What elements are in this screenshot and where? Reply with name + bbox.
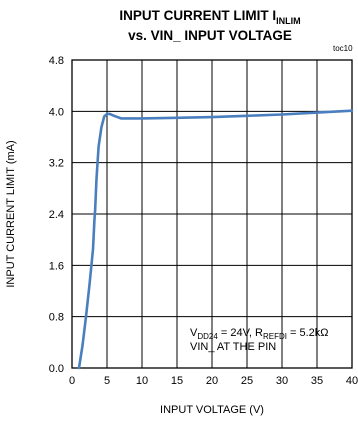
y-tick-label: 4.8: [49, 55, 64, 67]
annotation-line-1: VDD24 = 24V, RREFDI = 5.2kΩ: [190, 327, 329, 341]
y-tick-label: 0.0: [49, 363, 64, 375]
x-tick-label: 0: [69, 375, 75, 387]
annotation-line-2: VIN_ AT THE PIN: [190, 341, 276, 353]
x-tick-label: 5: [104, 375, 110, 387]
x-axis-label: INPUT VOLTAGE (V): [160, 404, 264, 416]
tick-labels: 0 5 10 15 20 25 30 35 40 0.0 0.8 1.6 2.4 3.2 4.0 4.8: [49, 55, 358, 387]
x-tick-label: 20: [206, 375, 218, 387]
series-layer: [77, 109, 354, 370]
condition-annotation: VDD24 = 24V, RREFDI = 5.2kΩ VIN_ AT THE …: [190, 327, 329, 353]
annotation-text: = 5.2kΩ: [287, 327, 329, 339]
grid: [72, 60, 352, 368]
axes: [71, 59, 353, 369]
y-axis-label: INPUT CURRENT LIMIT (mA): [5, 140, 17, 287]
annotation-text: V: [190, 327, 198, 339]
title-line-2: vs. VIN_ INPUT VOLTAGE: [128, 28, 292, 43]
x-tick-label: 40: [346, 375, 358, 387]
y-tick-label: 4.0: [49, 106, 64, 118]
y-tick-label: 2.4: [49, 209, 64, 221]
x-tick-label: 25: [241, 375, 253, 387]
y-tick-label: 1.6: [49, 260, 64, 272]
plot-frame: [71, 59, 353, 369]
title-line-1: INPUT CURRENT LIMIT IINLIM: [119, 8, 300, 26]
figure-tag: toc10: [333, 44, 353, 53]
annotation-subscript: DD24: [197, 332, 218, 341]
x-tick-label: 30: [276, 375, 288, 387]
x-tick-label: 10: [136, 375, 148, 387]
annotation-text: = 24V, R: [218, 327, 263, 339]
x-tick-label: 35: [311, 375, 323, 387]
x-tick-label: 15: [171, 375, 183, 387]
y-tick-label: 3.2: [49, 158, 64, 170]
series-line: [77, 109, 354, 370]
annotation-subscript: REFDI: [263, 332, 287, 341]
y-tick-label: 0.8: [49, 312, 64, 324]
chart-title: INPUT CURRENT LIMIT IINLIM vs. VIN_ INPU…: [119, 8, 300, 43]
